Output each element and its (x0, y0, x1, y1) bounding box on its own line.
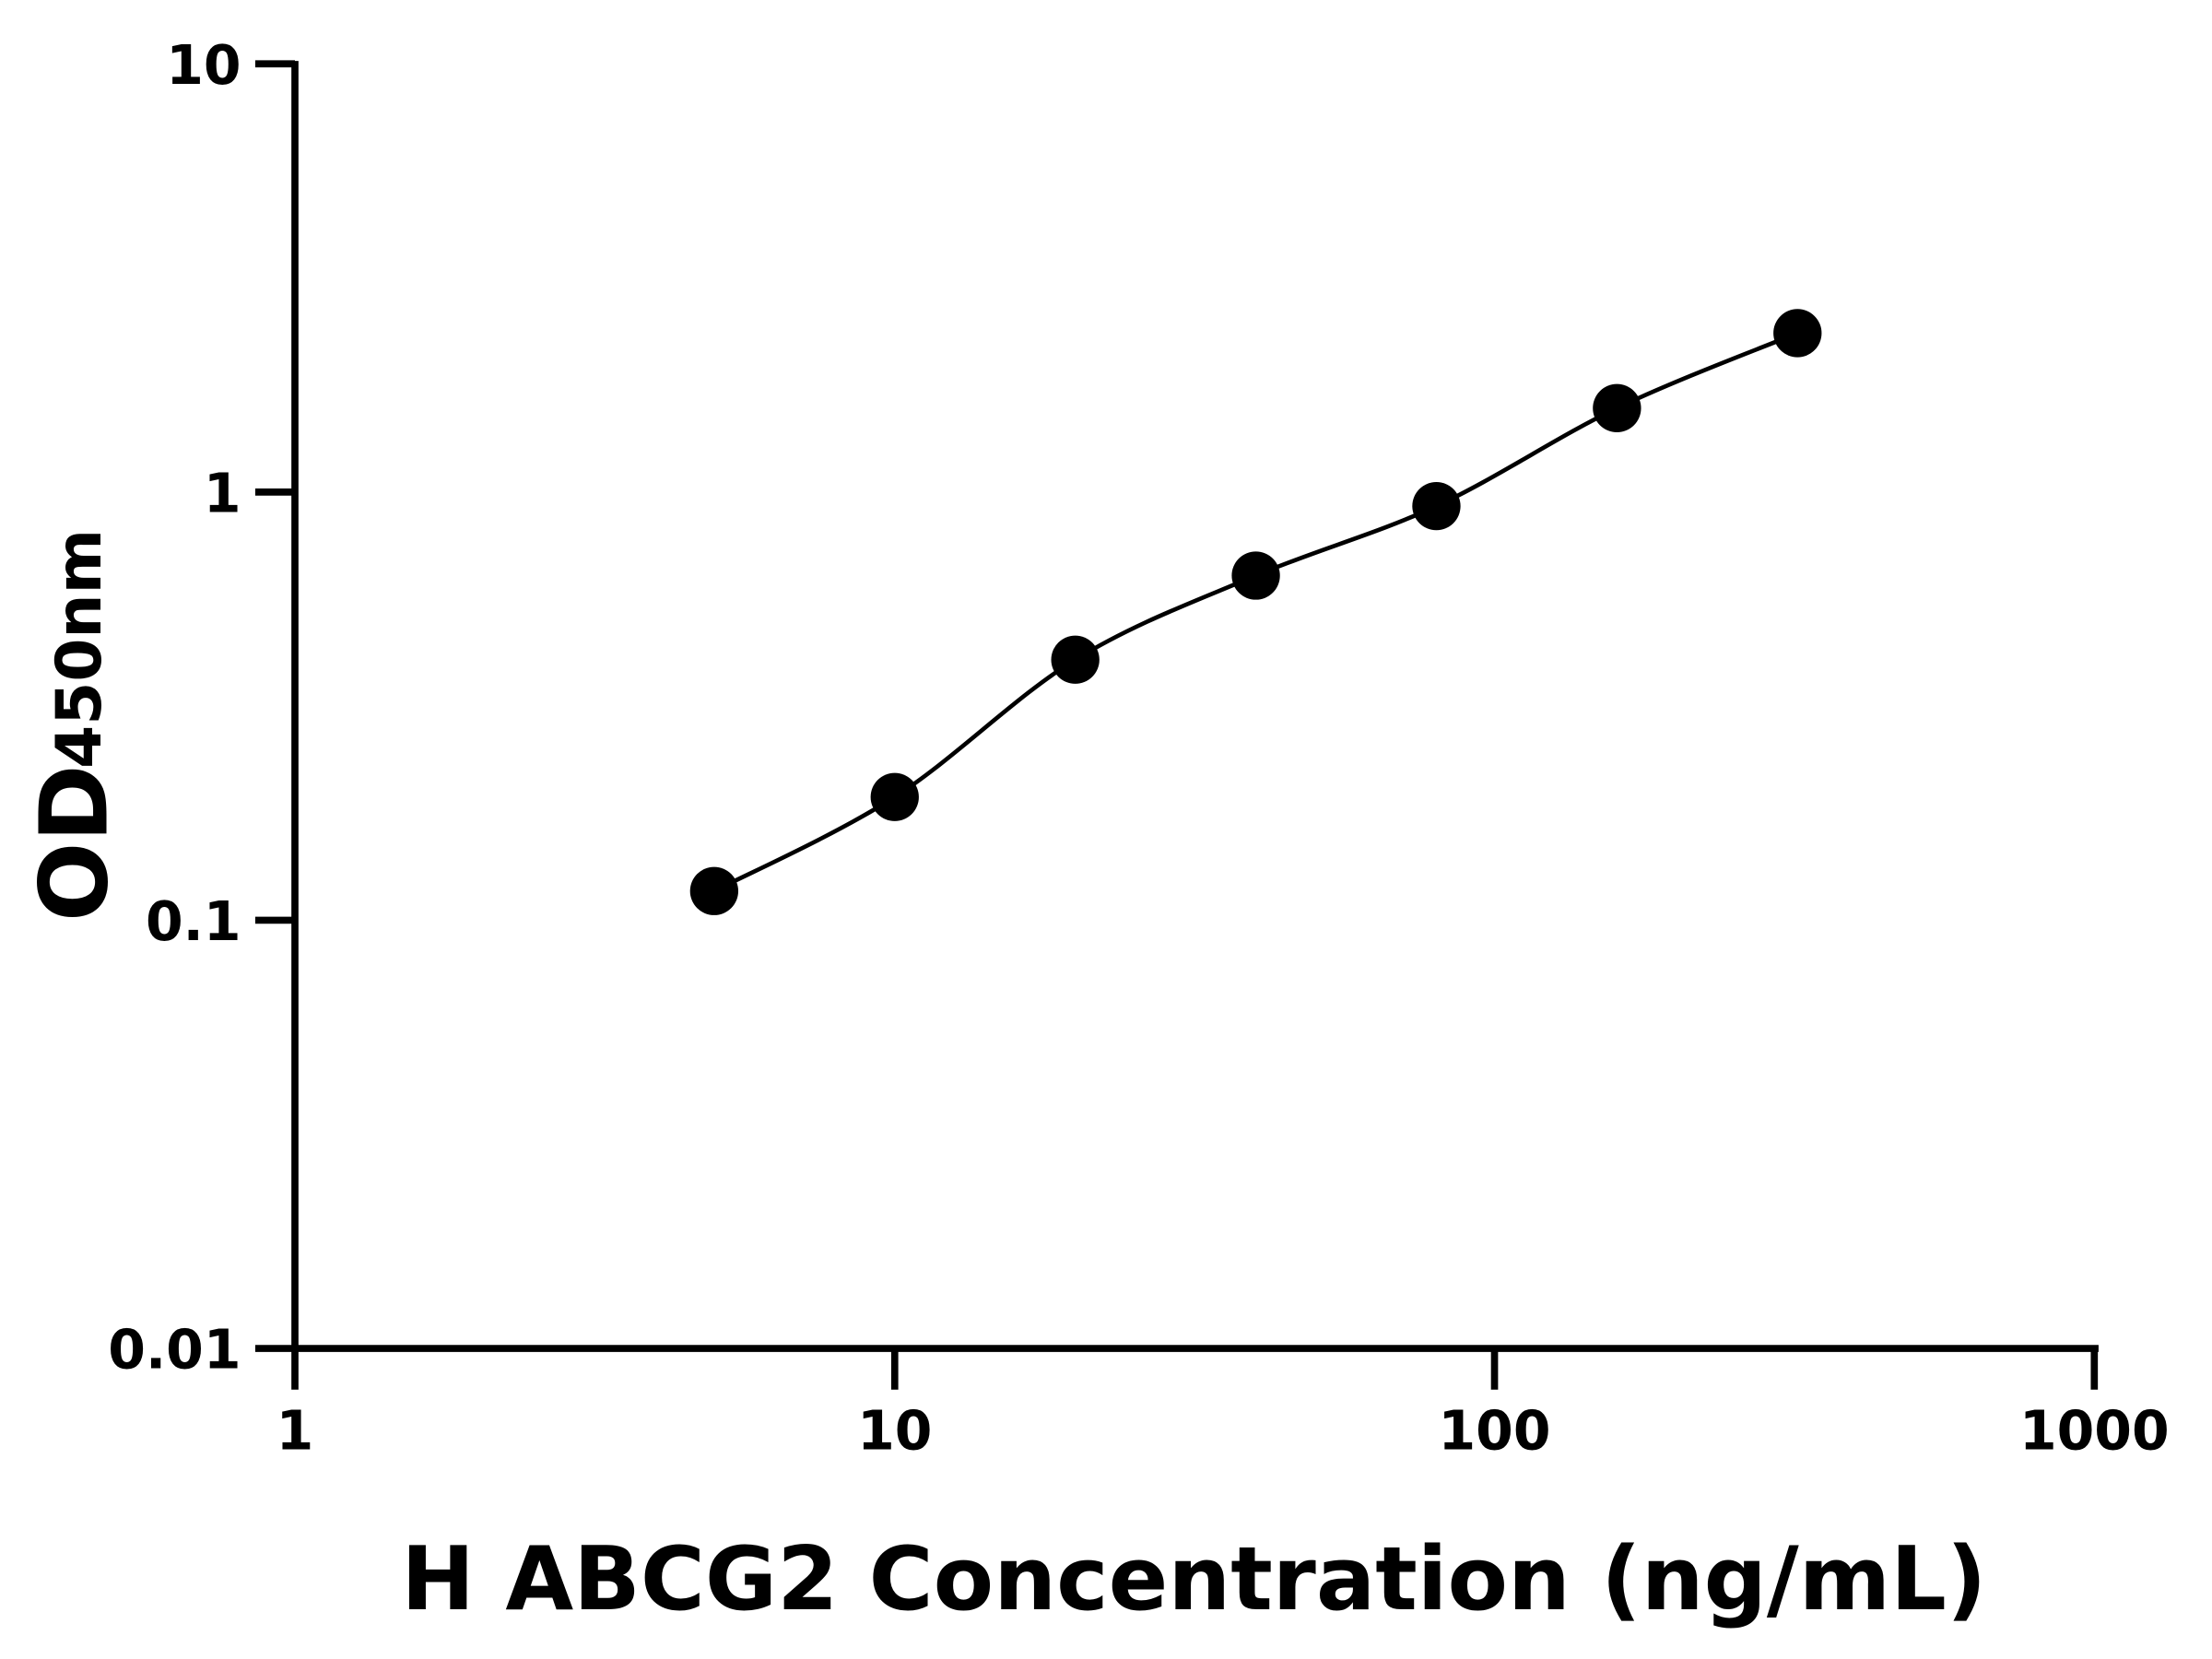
y-tick-label: 10 (166, 34, 241, 97)
y-axis-label-subscript: 450nm (42, 529, 115, 769)
y-tick-label: 0.01 (108, 1319, 241, 1382)
data-point (870, 772, 919, 821)
data-point (1412, 481, 1461, 531)
x-axis-label: H ABCG2 Concentration (ng/mL) (401, 1528, 1986, 1630)
y-axis-label-main: OD (19, 764, 128, 922)
data-point (1231, 551, 1280, 600)
x-tick-label: 1 (276, 1399, 314, 1462)
y-tick-label: 1 (204, 462, 241, 524)
x-tick-label: 1000 (2019, 1399, 2170, 1462)
y-axis-label: OD 450nm (19, 529, 128, 922)
data-point (1051, 635, 1100, 684)
data-point (689, 866, 739, 915)
y-tick-label: 0.1 (146, 890, 241, 953)
x-tick-label: 100 (1439, 1399, 1551, 1462)
x-tick-label: 10 (857, 1399, 932, 1462)
data-point (1593, 383, 1641, 432)
data-point (1773, 309, 1822, 358)
axes (291, 61, 2099, 1352)
